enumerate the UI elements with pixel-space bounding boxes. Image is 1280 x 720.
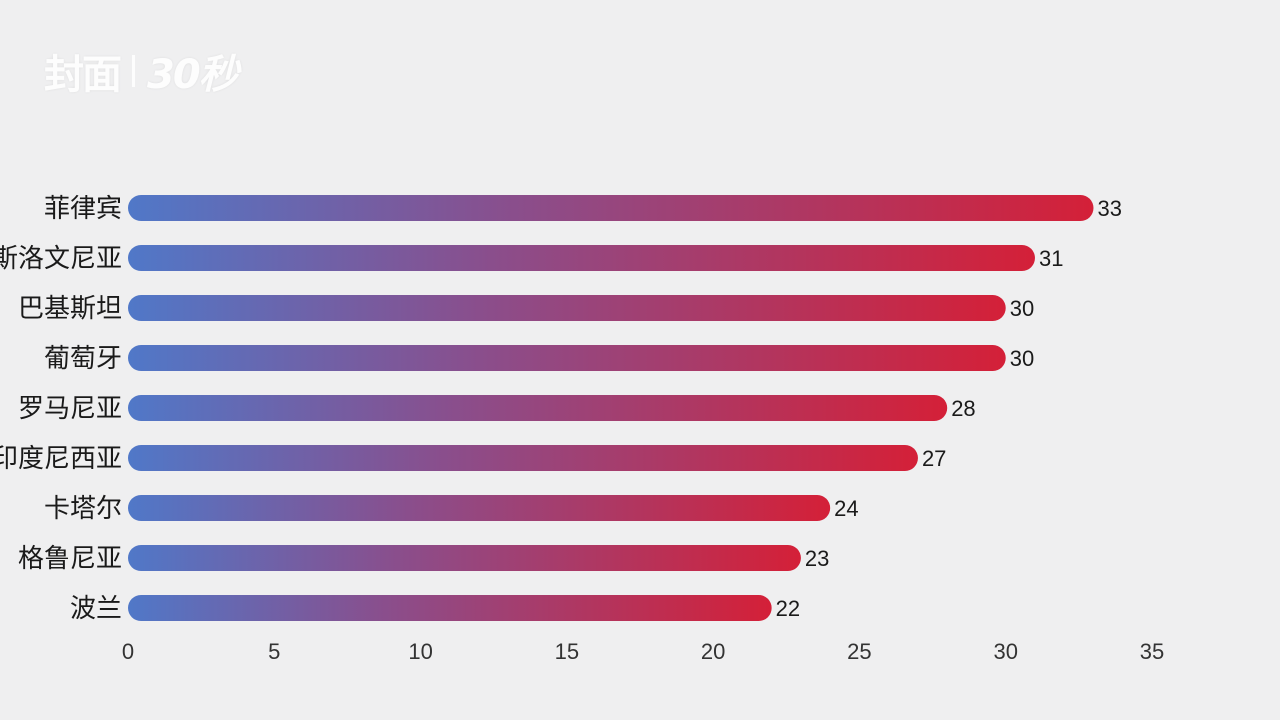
value-label: 23 xyxy=(805,546,829,571)
value-label: 24 xyxy=(834,496,858,521)
category-label: 格鲁尼亚 xyxy=(18,544,122,574)
x-tick-label: 35 xyxy=(1140,639,1164,664)
watermark-tag: 30秒 xyxy=(147,52,239,98)
value-label: 30 xyxy=(1010,296,1034,321)
value-label: 31 xyxy=(1039,246,1063,271)
x-axis-ticks: 0 5 10 15 20 25 30 35 xyxy=(122,639,1164,664)
bar xyxy=(128,245,1035,271)
category-label: 菲律宾 xyxy=(44,194,122,224)
value-label: 33 xyxy=(1097,196,1121,221)
watermark-brand: 封面 xyxy=(44,52,122,98)
category-label: 葡萄牙 xyxy=(44,344,122,374)
bar xyxy=(128,445,918,471)
bar xyxy=(128,345,1006,371)
value-label: 28 xyxy=(951,396,975,421)
bar xyxy=(128,295,1006,321)
category-label: 波兰 xyxy=(70,594,122,624)
x-tick-label: 15 xyxy=(555,639,579,664)
category-label: 斯洛文尼亚 xyxy=(0,244,122,274)
x-tick-label: 30 xyxy=(993,639,1017,664)
x-tick-label: 0 xyxy=(122,639,134,664)
x-tick-label: 5 xyxy=(268,639,280,664)
value-label: 22 xyxy=(776,596,800,621)
category-label: 卡塔尔 xyxy=(44,494,122,524)
watermark-divider xyxy=(132,55,135,87)
bars-group: 菲律宾 33 斯洛文尼亚 31 巴基斯坦 30 葡萄牙 30 罗马尼亚 28 印度尼西亚 27 卡塔尔 2… xyxy=(0,194,1122,624)
bar xyxy=(128,395,948,421)
value-label: 30 xyxy=(1010,346,1034,371)
bar xyxy=(128,195,1094,221)
bar xyxy=(128,595,772,621)
category-label: 印度尼西亚 xyxy=(0,444,122,474)
category-label: 罗马尼亚 xyxy=(18,394,122,424)
bar xyxy=(128,545,801,571)
x-tick-label: 25 xyxy=(847,639,871,664)
bar xyxy=(128,495,831,521)
x-tick-label: 20 xyxy=(701,639,725,664)
watermark-logo: 封面 30秒 xyxy=(44,42,239,100)
value-label: 27 xyxy=(922,446,946,471)
x-tick-label: 10 xyxy=(408,639,432,664)
category-label: 巴基斯坦 xyxy=(18,294,122,324)
